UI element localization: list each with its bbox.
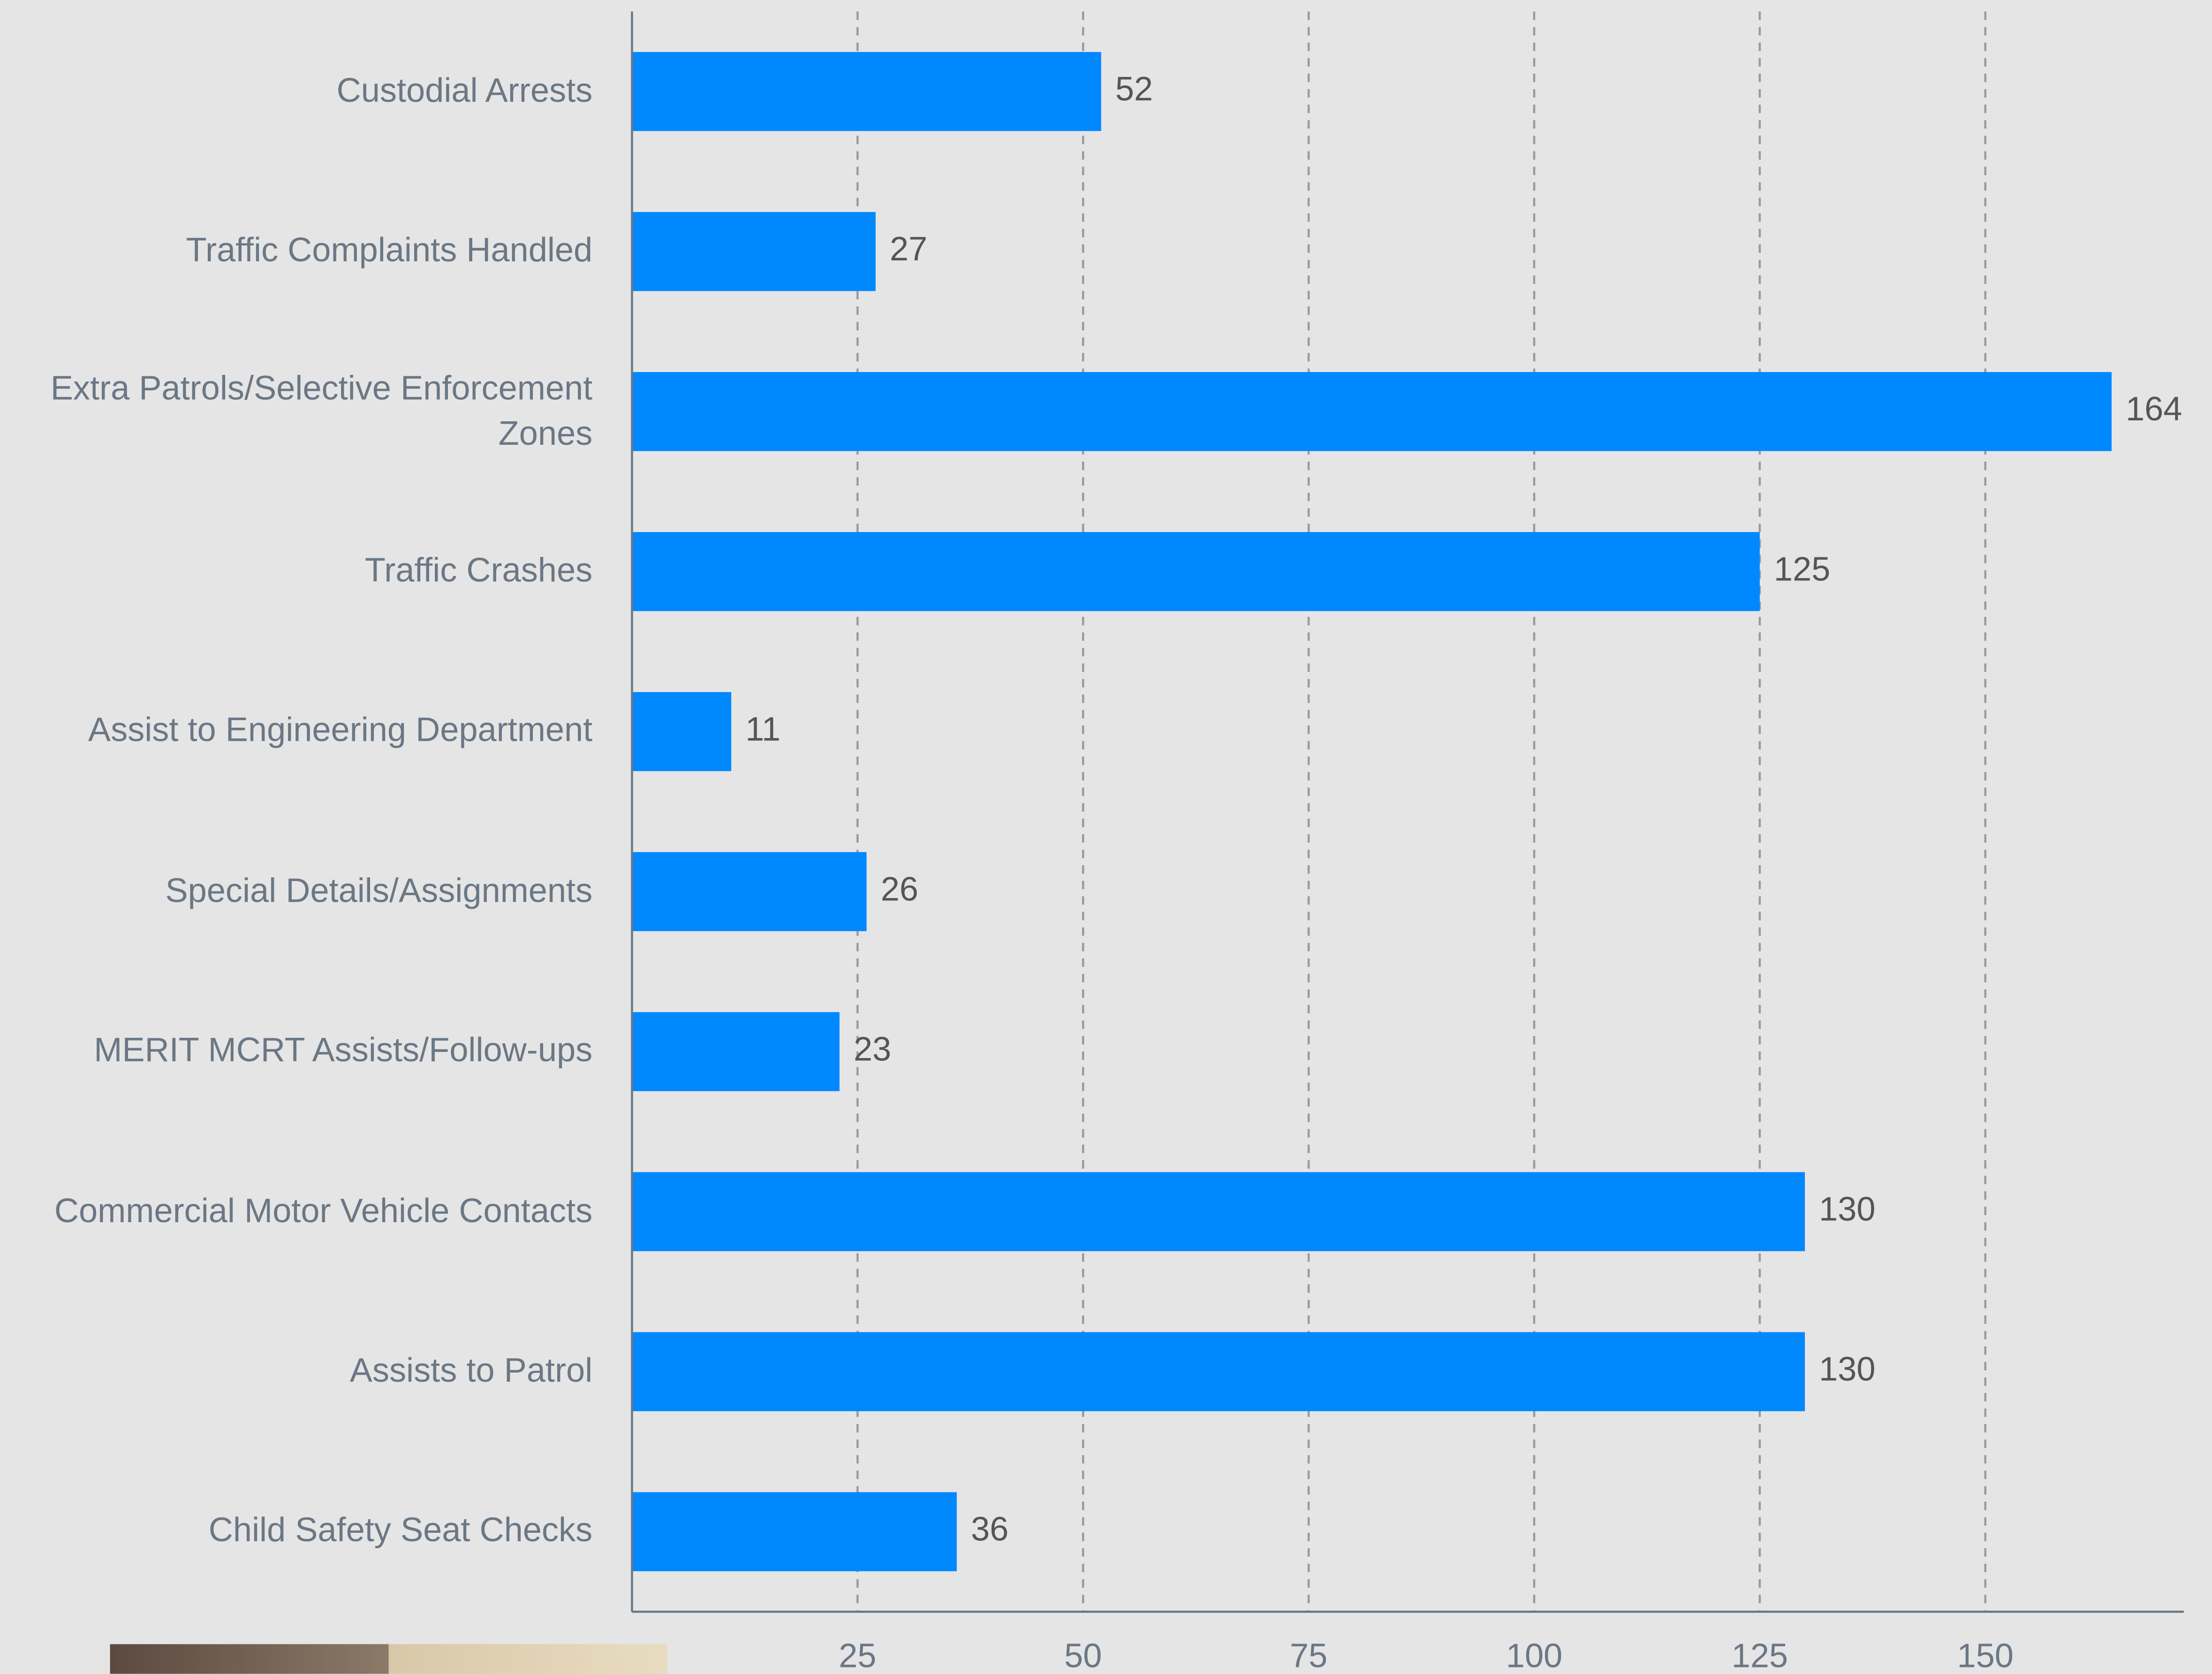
category-label-box: Assist to Engineering Department [88,712,593,750]
x-tick-label: 125 [1732,1637,1788,1674]
y-tick-label: Custodial Arrests [336,71,593,110]
value-label: 26 [881,870,918,908]
value-label: 36 [971,1511,1008,1548]
value-label: 130 [1819,1351,1875,1388]
photo [110,1644,667,1674]
x-tick-label: 150 [1957,1637,2013,1674]
x-tick-label: 75 [1290,1637,1327,1674]
value-label: 11 [745,710,780,748]
value-label: 23 [854,1031,891,1068]
category-label-box: Traffic Complaints Handled [186,231,593,270]
bars [632,52,2112,1571]
category-label-box: Child Safety Seat Checks [208,1512,593,1550]
bar [632,852,867,931]
value-label: 27 [890,230,927,268]
category-label-box: Special Details/Assignments [165,872,593,910]
bar [632,1012,840,1091]
bar [632,372,2112,451]
category-label-box: Commercial Motor Vehicle Contacts [54,1192,593,1230]
bar [632,1492,957,1571]
x-tick-label: 25 [839,1637,876,1674]
value-label: 130 [1819,1191,1875,1228]
x-tick-label: 50 [1064,1637,1102,1674]
value-label: 164 [2126,390,2182,428]
category-label-box: Traffic Crashes [364,552,593,590]
bar [632,1332,1805,1411]
y-tick-label: Special Details/Assignments [165,872,593,910]
bar [632,692,732,771]
y-tick-label: Traffic Complaints Handled [186,231,593,270]
y-tick-label: MERIT MCRT Assists/Follow-ups [94,1032,593,1070]
x-tick-label: 100 [1506,1637,1562,1674]
value-label: 125 [1774,550,1830,588]
value-label: 52 [1115,70,1153,108]
bar [632,212,876,291]
bar [632,52,1101,131]
y-tick-label: Traffic Crashes [364,552,593,590]
category-label-box: Assists to Patrol [349,1352,593,1390]
y-tick-label: Child Safety Seat Checks [208,1512,593,1550]
bar [632,532,1760,611]
y-tick-label: Assist to Engineering Department [88,712,593,750]
bar [632,1172,1805,1251]
y-tick-label: Extra Patrols/Selective Enforcement Zone… [50,369,593,453]
category-label-box: Custodial Arrests [336,71,593,110]
category-label-box: MERIT MCRT Assists/Follow-ups [94,1032,593,1070]
y-tick-label: Commercial Motor Vehicle Contacts [54,1192,593,1230]
category-label-box: Extra Patrols/Selective Enforcement Zone… [50,369,593,453]
y-tick-label: Assists to Patrol [349,1352,593,1390]
